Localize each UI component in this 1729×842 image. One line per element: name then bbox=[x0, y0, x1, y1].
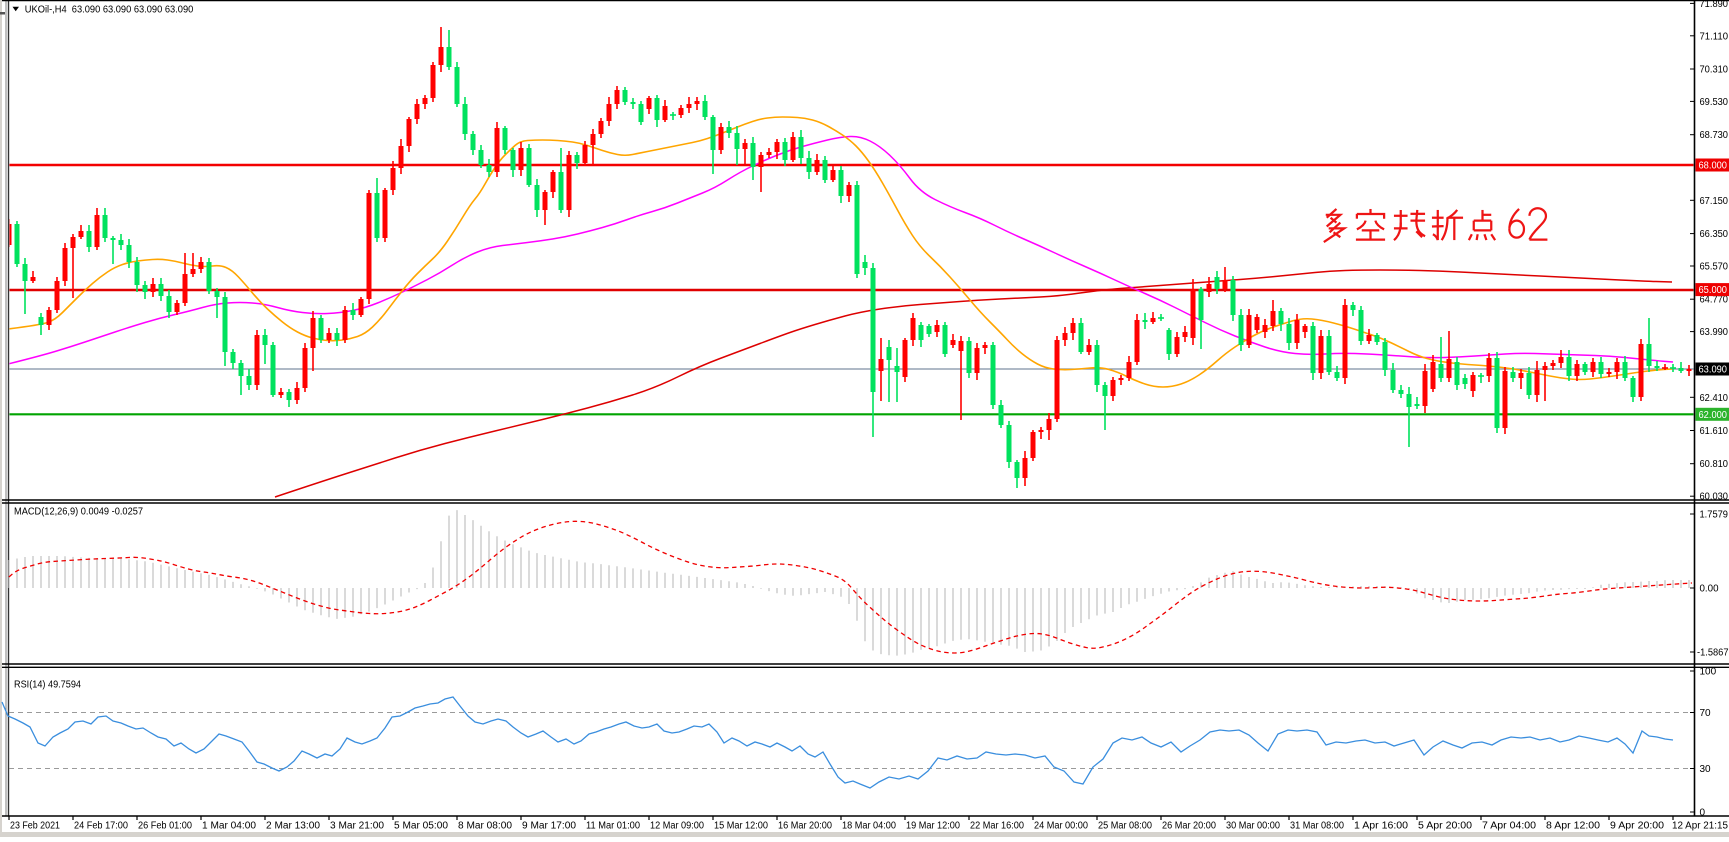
svg-text:0: 0 bbox=[1700, 808, 1706, 819]
svg-text:1.7579: 1.7579 bbox=[1700, 510, 1729, 521]
svg-text:22 Mar 16:00: 22 Mar 16:00 bbox=[970, 821, 1024, 832]
svg-text:61.610: 61.610 bbox=[1700, 426, 1729, 437]
svg-text:26 Mar 20:00: 26 Mar 20:00 bbox=[1162, 821, 1216, 832]
svg-text:60.810: 60.810 bbox=[1700, 459, 1729, 470]
svg-text:67.150: 67.150 bbox=[1700, 196, 1729, 207]
svg-text:68.000: 68.000 bbox=[1699, 161, 1728, 172]
svg-text:9 Mar 17:00: 9 Mar 17:00 bbox=[522, 821, 576, 832]
svg-text:25 Mar 08:00: 25 Mar 08:00 bbox=[1098, 821, 1152, 832]
svg-text:64.770: 64.770 bbox=[1700, 295, 1729, 306]
svg-text:70: 70 bbox=[1700, 708, 1712, 719]
svg-text:1 Apr 16:00: 1 Apr 16:00 bbox=[1354, 821, 1408, 832]
svg-text:71.890: 71.890 bbox=[1700, 0, 1729, 10]
svg-text:1 Mar 04:00: 1 Mar 04:00 bbox=[202, 821, 256, 832]
svg-text:8 Apr 12:00: 8 Apr 12:00 bbox=[1546, 821, 1600, 832]
svg-text:7 Apr 04:00: 7 Apr 04:00 bbox=[1482, 821, 1536, 832]
svg-text:65.570: 65.570 bbox=[1700, 262, 1729, 273]
svg-text:8 Mar 08:00: 8 Mar 08:00 bbox=[458, 821, 512, 832]
svg-text:11 Mar 01:00: 11 Mar 01:00 bbox=[586, 821, 640, 832]
svg-text:30: 30 bbox=[1700, 764, 1712, 775]
svg-text:100: 100 bbox=[1700, 667, 1717, 678]
svg-text:63.990: 63.990 bbox=[1700, 327, 1729, 338]
svg-text:3 Mar 21:00: 3 Mar 21:00 bbox=[330, 821, 384, 832]
svg-text:RSI(14) 49.7594: RSI(14) 49.7594 bbox=[14, 680, 82, 691]
svg-text:31 Mar 08:00: 31 Mar 08:00 bbox=[1290, 821, 1344, 832]
svg-text:-1.5867: -1.5867 bbox=[1697, 648, 1729, 659]
svg-text:65.000: 65.000 bbox=[1699, 285, 1728, 296]
svg-text:0.00: 0.00 bbox=[1700, 584, 1719, 595]
svg-text:68.730: 68.730 bbox=[1700, 130, 1729, 141]
svg-text:62.410: 62.410 bbox=[1700, 393, 1729, 404]
svg-text:19 Mar 12:00: 19 Mar 12:00 bbox=[906, 821, 960, 832]
svg-text:5 Apr 20:00: 5 Apr 20:00 bbox=[1418, 821, 1472, 832]
svg-text:71.110: 71.110 bbox=[1700, 31, 1729, 42]
svg-text:63.090: 63.090 bbox=[1699, 365, 1728, 376]
svg-text:15 Mar 12:00: 15 Mar 12:00 bbox=[714, 821, 768, 832]
svg-text:12 Mar 09:00: 12 Mar 09:00 bbox=[650, 821, 704, 832]
svg-text:66.350: 66.350 bbox=[1700, 229, 1729, 240]
svg-text:16 Mar 20:00: 16 Mar 20:00 bbox=[778, 821, 832, 832]
svg-text:70.310: 70.310 bbox=[1700, 65, 1729, 76]
svg-text:26 Feb 01:00: 26 Feb 01:00 bbox=[138, 821, 192, 832]
svg-text:24 Feb 17:00: 24 Feb 17:00 bbox=[74, 821, 128, 832]
svg-text:30 Mar 00:00: 30 Mar 00:00 bbox=[1226, 821, 1280, 832]
svg-text:5 Mar 05:00: 5 Mar 05:00 bbox=[394, 821, 448, 832]
svg-text:UKOil-,H4 63.090 63.090 63.09: UKOil-,H4 63.090 63.090 63.090 63.090 bbox=[25, 4, 194, 15]
svg-text:18 Mar 04:00: 18 Mar 04:00 bbox=[842, 821, 896, 832]
svg-text:9 Apr 20:00: 9 Apr 20:00 bbox=[1610, 821, 1664, 832]
svg-text:MACD(12,26,9) 0.0049 -0.0257: MACD(12,26,9) 0.0049 -0.0257 bbox=[14, 507, 143, 518]
svg-text:2 Mar 13:00: 2 Mar 13:00 bbox=[266, 821, 320, 832]
svg-text:24 Mar 00:00: 24 Mar 00:00 bbox=[1034, 821, 1088, 832]
svg-text:69.530: 69.530 bbox=[1700, 97, 1729, 108]
svg-text:62.000: 62.000 bbox=[1699, 410, 1728, 421]
svg-text:23 Feb 2021: 23 Feb 2021 bbox=[10, 821, 60, 832]
svg-text:60.030: 60.030 bbox=[1700, 492, 1729, 503]
svg-text:12 Apr 21:15: 12 Apr 21:15 bbox=[1672, 821, 1728, 832]
